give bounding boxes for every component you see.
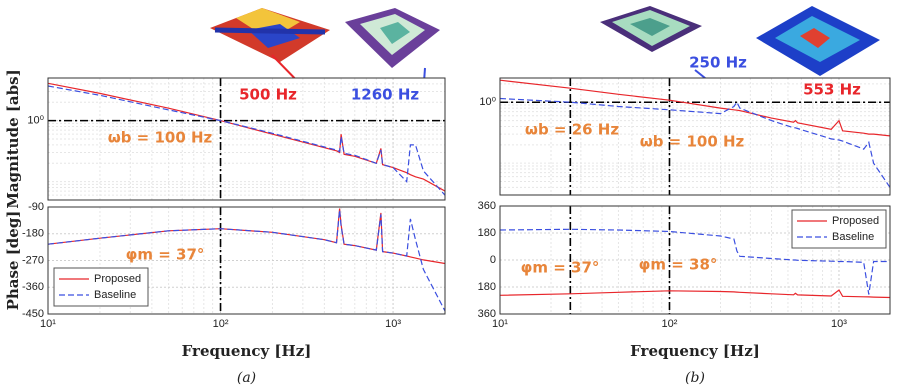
annotation: ωb = 100 Hz — [640, 133, 745, 151]
y-axis-label: Magnitude [abs] — [4, 69, 22, 208]
y-tick-label: -360 — [22, 281, 44, 293]
x-tick-label: 10¹ — [492, 318, 508, 330]
panel-caption: (a) — [237, 370, 256, 386]
legend-label: Baseline — [832, 231, 874, 243]
x-axis-label: Frequency [Hz] — [182, 342, 312, 360]
x-tick-label: 10³ — [385, 318, 401, 330]
series-line — [500, 289, 890, 299]
mode-shape-553 — [756, 6, 880, 76]
annotation: ωb = 26 Hz — [525, 121, 619, 139]
mode-shape-1260 — [345, 8, 440, 68]
mode-shape-500 — [210, 8, 330, 62]
legend-box — [53, 267, 149, 307]
x-tick-label: 10¹ — [40, 318, 56, 330]
series-line — [500, 79, 890, 137]
legend-label: Proposed — [94, 273, 141, 285]
annotation: φm = 37° — [126, 246, 205, 264]
annotation: 500 Hz — [239, 86, 297, 104]
x-tick-label: 10³ — [831, 318, 847, 330]
plot: 10¹ 10² 10³ 360 180 0 180 360 Frequency [Hz] (b) φ… — [478, 200, 891, 386]
plot-frame — [47, 77, 446, 201]
x-tick-label: 10² — [213, 318, 229, 330]
legend-label: Proposed — [832, 215, 879, 227]
y-axis-label: Phase [deg] — [4, 211, 22, 311]
annotation: φm = 37° — [521, 259, 600, 277]
annotation: φm = 38° — [639, 256, 718, 274]
legend-box — [791, 209, 887, 249]
plot: 10⁰ Magnitude [abs] 500 Hz 1260 Hz ωb = 100 … — [4, 69, 446, 209]
mode-shape-250 — [600, 6, 702, 52]
x-axis-label: Frequency [Hz] — [630, 342, 760, 360]
series-line — [48, 209, 445, 312]
plot-frame — [47, 206, 446, 315]
y-tick-label: 360 — [478, 308, 496, 320]
panel-caption: (b) — [685, 370, 705, 386]
annotation: 1260 Hz — [351, 86, 420, 104]
series-line — [500, 228, 890, 295]
y-tick-label: -180 — [22, 228, 44, 240]
plot-frame — [499, 77, 891, 196]
annotation: 250 Hz — [689, 54, 747, 72]
y-tick-label: -270 — [22, 254, 44, 266]
plot: 10⁰ 250 Hz 553 Hz ωb = 26 Hz ωb = 100 Hz — [479, 54, 891, 196]
legend-label: Baseline — [94, 289, 136, 301]
y-tick-label: 10⁰ — [479, 96, 496, 108]
x-tick-label: 10² — [662, 318, 678, 330]
plot-frame — [499, 205, 891, 315]
y-tick-label: 360 — [478, 200, 496, 212]
y-tick-label: -90 — [28, 201, 44, 213]
y-tick-label: -450 — [22, 308, 44, 320]
y-tick-label: 10⁰ — [27, 115, 44, 127]
annotation: ωb = 100 Hz — [108, 129, 213, 147]
y-tick-label: 180 — [478, 281, 496, 293]
series-line — [500, 97, 890, 188]
y-tick-label: 0 — [490, 254, 496, 266]
series-line — [48, 85, 445, 196]
annotation: 553 Hz — [803, 81, 861, 99]
y-tick-label: 180 — [478, 227, 496, 239]
